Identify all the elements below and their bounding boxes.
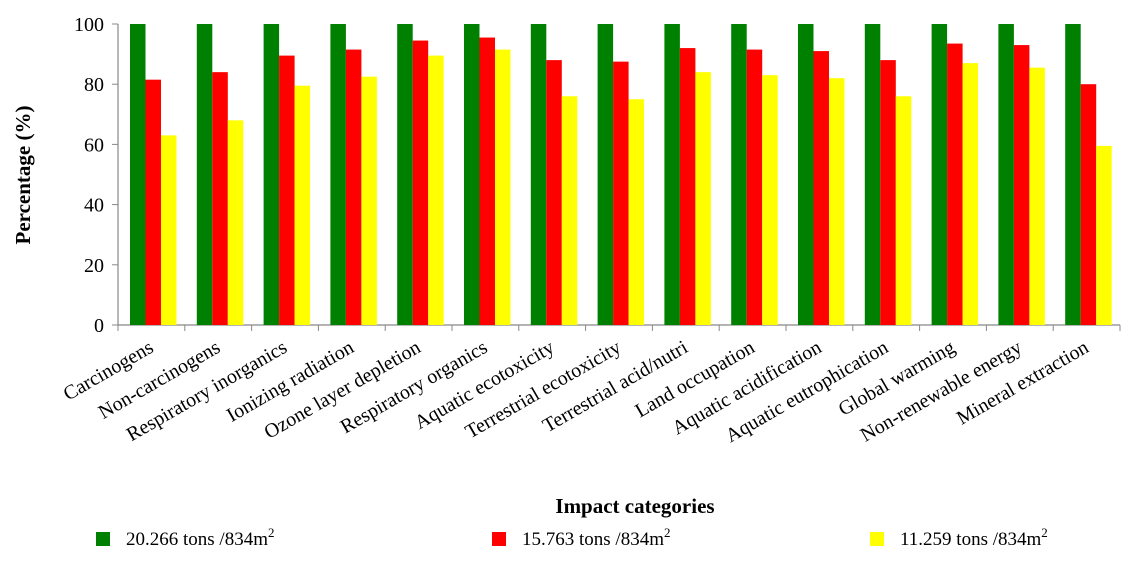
bar-3-10 <box>829 78 845 326</box>
bar-1-3 <box>330 24 346 325</box>
bar-3-14 <box>1096 145 1112 325</box>
y-tick-label: 20 <box>84 255 104 277</box>
bar-1-1 <box>196 24 213 325</box>
y-tick-label: 60 <box>84 134 104 156</box>
y-tick-label: 0 <box>94 315 104 337</box>
y-tick-label: 40 <box>84 195 104 217</box>
y-tick-label: 100 <box>74 14 104 36</box>
y-axis-title: Percentage (%) <box>11 106 35 245</box>
bar-1-13 <box>998 24 1014 325</box>
bar-1-5 <box>464 24 480 325</box>
bar-1-10 <box>798 24 814 325</box>
legend-label-2: 15.763 tons /834m2 <box>522 525 670 550</box>
bar-2-12 <box>947 43 963 325</box>
bar-1-9 <box>731 24 747 325</box>
bar-3-6 <box>561 96 578 326</box>
bar-1-7 <box>597 24 614 325</box>
bar-3-13 <box>1029 67 1045 326</box>
legend-swatch-1 <box>96 532 110 546</box>
bar-1-12 <box>931 24 948 325</box>
bar-2-9 <box>746 49 763 326</box>
bar-2-3 <box>345 49 362 326</box>
bar-2-2 <box>279 55 295 325</box>
bar-2-13 <box>1013 45 1030 325</box>
bar-2-11 <box>880 60 896 326</box>
bar-3-11 <box>895 96 912 326</box>
bar-3-5 <box>495 49 511 326</box>
bar-2-5 <box>479 37 495 326</box>
bar-3-9 <box>762 75 778 325</box>
plot-area: 0 20 40 60 80 100 <box>74 14 1121 337</box>
bar-1-4 <box>397 24 413 325</box>
bar-3-0 <box>161 135 177 325</box>
bar-2-0 <box>145 79 161 325</box>
bar-2-8 <box>679 48 696 326</box>
bar-2-7 <box>613 61 629 325</box>
bar-1-11 <box>864 24 881 325</box>
legend-label-text: 20.266 tons /834m <box>126 529 268 550</box>
bar-3-12 <box>962 63 979 325</box>
bar-2-10 <box>813 51 829 326</box>
bar-2-14 <box>1080 84 1097 325</box>
bar-3-1 <box>227 120 244 325</box>
bar-1-14 <box>1065 24 1081 325</box>
legend: 20.266 tons /834m2 15.763 tons /834m2 11.2… <box>96 525 1048 550</box>
bar-2-4 <box>412 40 429 326</box>
bar-2-1 <box>212 72 228 325</box>
legend-label-superscript: 2 <box>664 525 671 540</box>
bar-1-6 <box>530 24 547 325</box>
legend-swatch-3 <box>870 532 884 546</box>
legend-label-text: 11.259 tons /834m <box>900 529 1041 550</box>
legend-label-superscript: 2 <box>268 525 275 540</box>
legend-swatch-2 <box>492 532 506 546</box>
bar-3-2 <box>294 85 311 325</box>
bar-1-0 <box>130 24 146 325</box>
bar-1-2 <box>263 24 280 325</box>
legend-label-superscript: 2 <box>1041 525 1048 540</box>
bar-1-8 <box>664 24 680 325</box>
bar-3-8 <box>695 72 711 325</box>
bar-3-7 <box>628 99 645 325</box>
bar-2-6 <box>546 60 562 326</box>
y-tick-label: 80 <box>84 74 104 96</box>
x-axis-title: Impact categories <box>555 494 714 518</box>
bar-3-4 <box>428 55 444 325</box>
legend-label-3: 11.259 tons /834m2 <box>900 525 1048 550</box>
legend-label-1: 20.266 tons /834m2 <box>126 525 274 550</box>
legend-label-text: 15.763 tons /834m <box>522 529 664 550</box>
bar-3-3 <box>361 76 377 325</box>
